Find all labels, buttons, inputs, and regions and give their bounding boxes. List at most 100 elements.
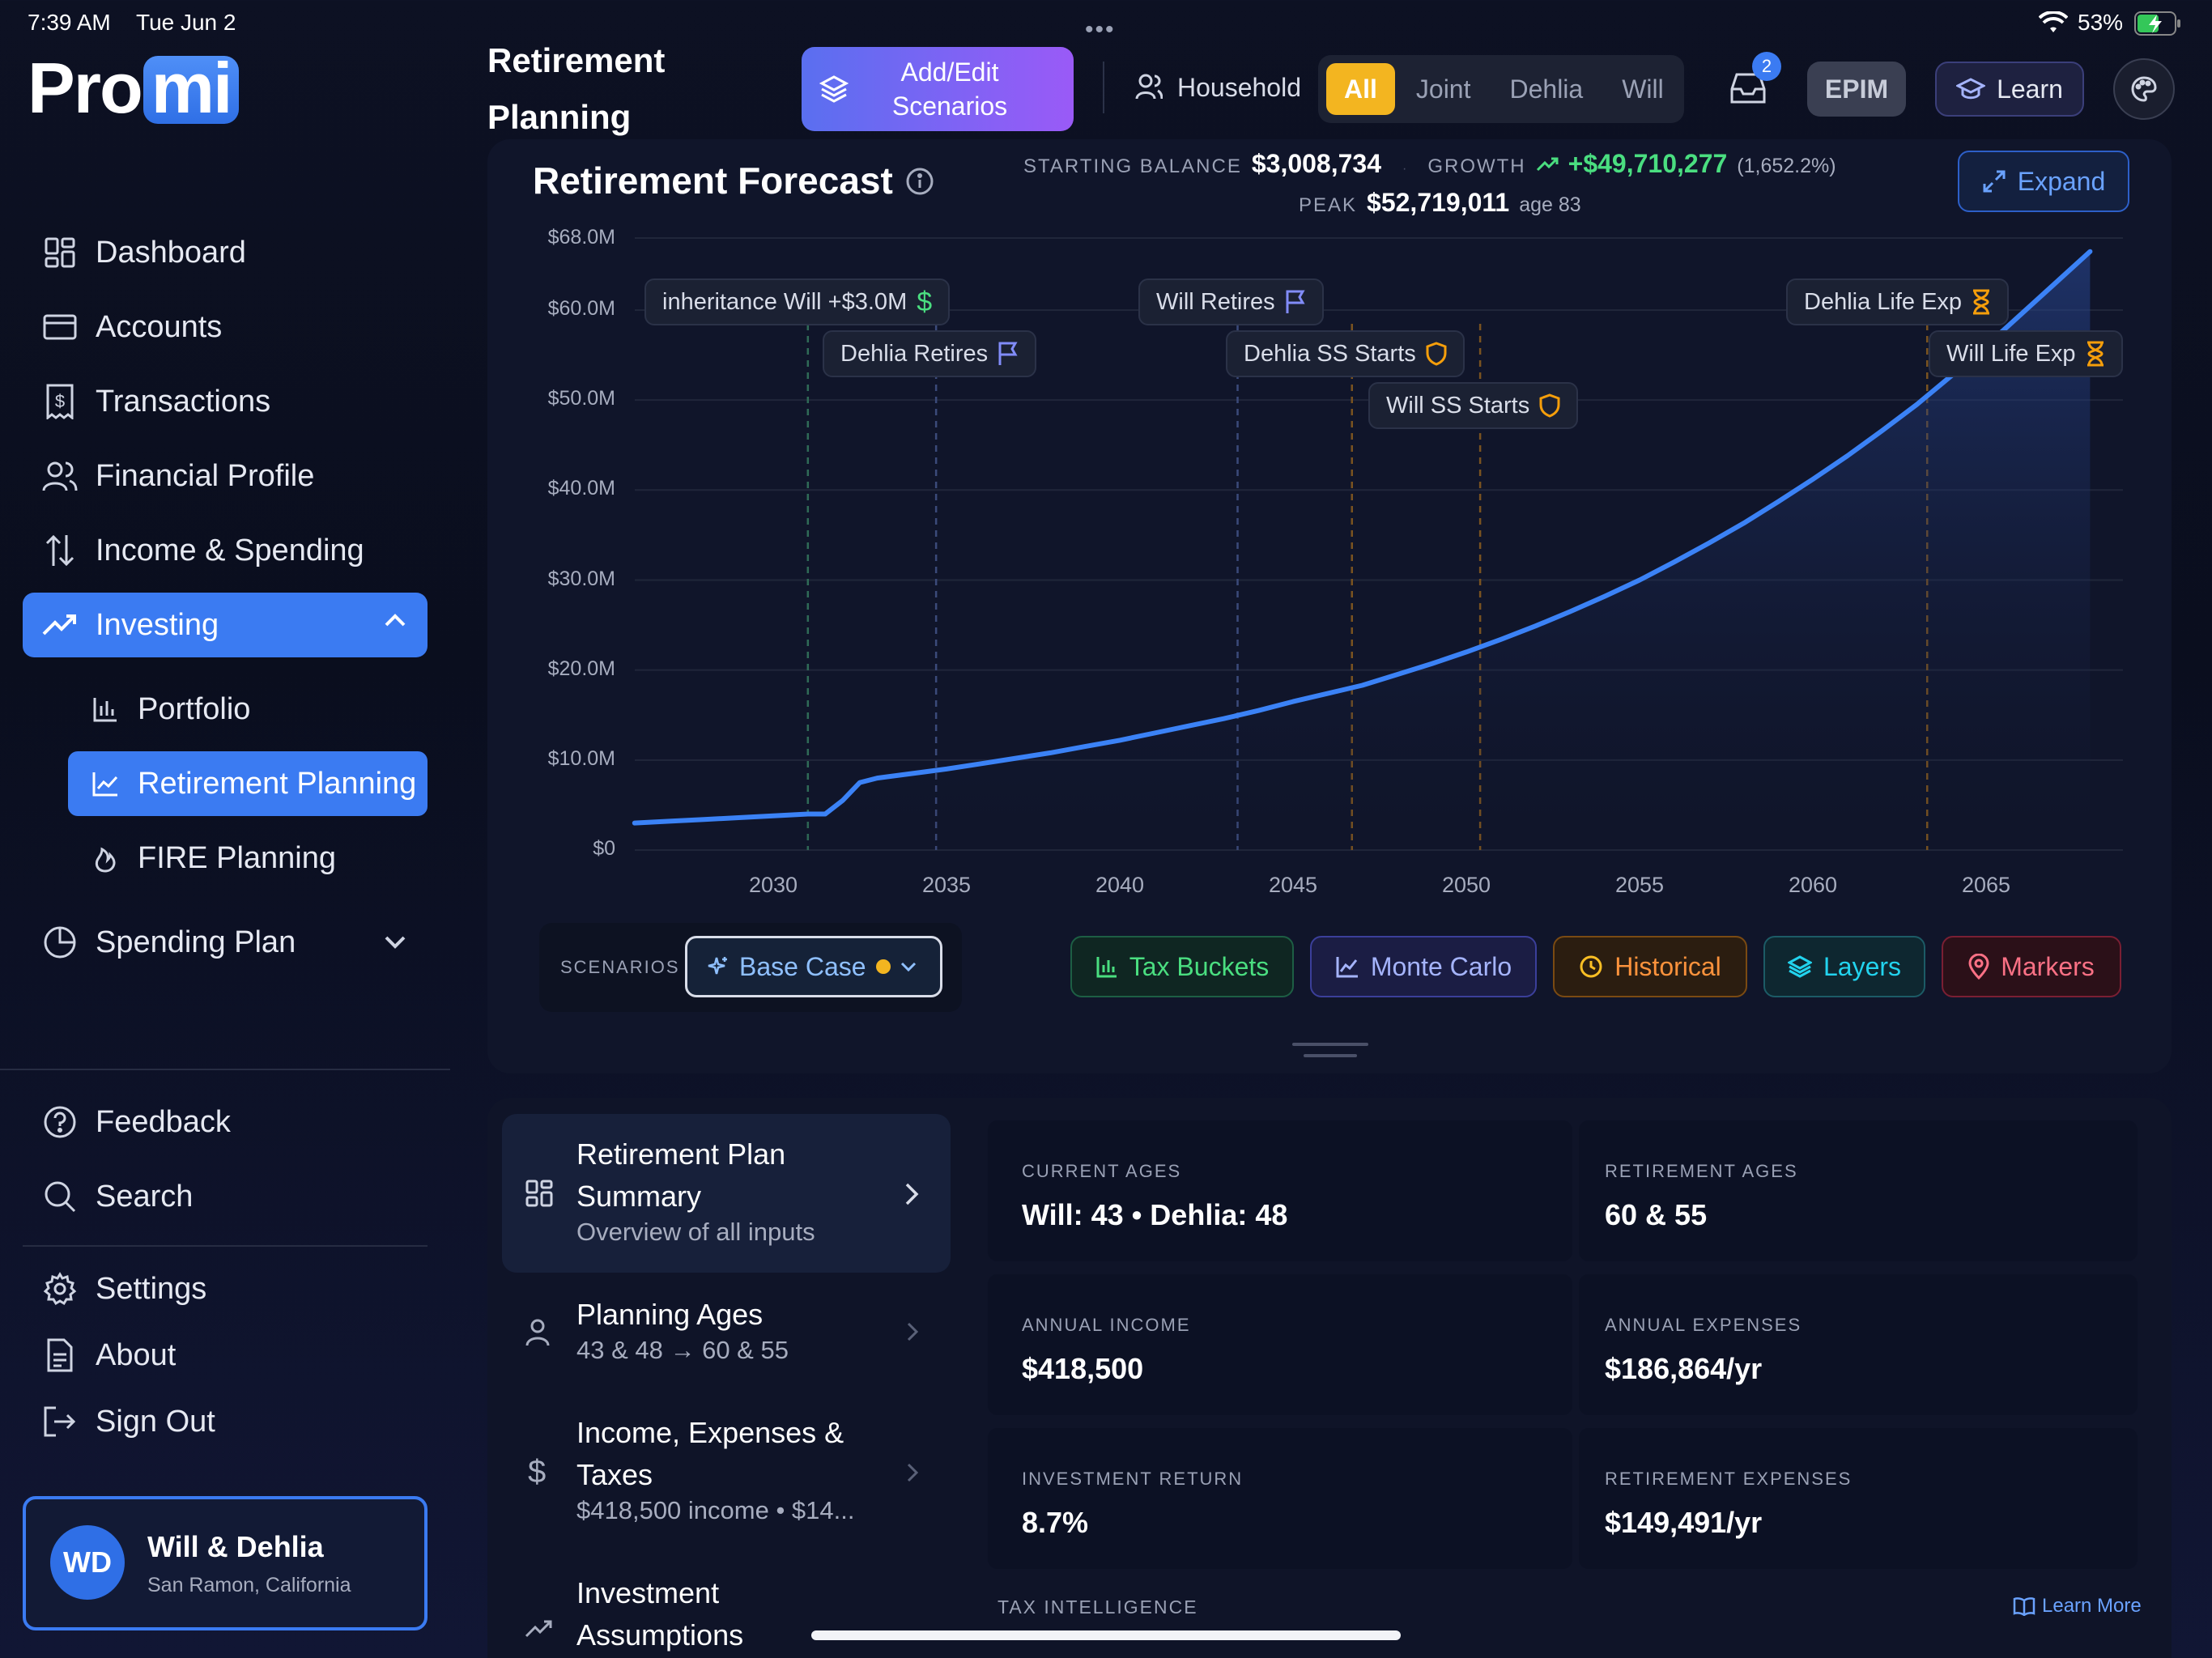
forecast-title: Retirement Forecast xyxy=(533,159,893,202)
row-subtitle: $418,500 income • $14... xyxy=(576,1496,855,1524)
info-icon[interactable] xyxy=(905,167,934,196)
stat-tile: RETIREMENT AGES 60 & 55 xyxy=(1579,1120,2138,1261)
sidebar-item-sign-out[interactable]: Sign Out xyxy=(23,1389,428,1454)
x-tick: 2040 xyxy=(1095,873,1145,897)
sidebar-item-about[interactable]: About xyxy=(23,1323,428,1388)
scenario-select[interactable]: Base Case xyxy=(685,936,942,997)
stat-value: $149,491/yr xyxy=(1605,1506,1763,1539)
segment-all[interactable]: All xyxy=(1326,63,1395,115)
sidebar-item-search[interactable]: Search xyxy=(23,1164,428,1229)
chevron-down-icon[interactable] xyxy=(384,934,406,950)
chevron-right-icon xyxy=(905,1321,920,1342)
y-axis: $68.0M $60.0M $50.0M $40.0M $30.0M $20.0… xyxy=(502,0,615,891)
trending-up-icon xyxy=(525,1619,554,1639)
summary-row-income[interactable]: Income, Expenses & Taxes $418,500 income… xyxy=(576,1412,876,1525)
learn-button[interactable]: Learn xyxy=(1935,62,2084,117)
sidebar-item-financial-profile[interactable]: Financial Profile xyxy=(23,444,428,508)
sidebar-item-label: Financial Profile xyxy=(96,458,315,493)
sidebar-item-investing[interactable]: Investing xyxy=(23,593,428,657)
sidebar-item-fire-planning[interactable]: FIRE Planning xyxy=(68,826,428,891)
starting-balance-value: $3,008,734 xyxy=(1251,149,1381,178)
marker-will-life-exp[interactable]: Will Life Exp xyxy=(1929,330,2123,377)
y-tick: $30.0M xyxy=(547,568,615,590)
summary-row-planning-ages[interactable]: Planning Ages 43 & 48 → 60 & 55 xyxy=(576,1294,868,1365)
y-tick: $20.0M xyxy=(547,657,615,680)
sidebar-item-feedback[interactable]: Feedback xyxy=(23,1090,428,1154)
historical-button[interactable]: Historical xyxy=(1553,936,1747,997)
sidebar-item-label: Accounts xyxy=(96,309,223,344)
inbox-badge: 2 xyxy=(1752,52,1781,81)
pie-chart-icon xyxy=(40,923,79,962)
sidebar-item-income-spending[interactable]: Income & Spending xyxy=(23,518,428,583)
stat-label: INVESTMENT RETURN xyxy=(1022,1469,1244,1489)
stat-label: ANNUAL EXPENSES xyxy=(1605,1315,1802,1335)
x-tick: 2035 xyxy=(921,873,972,897)
sidebar-item-settings[interactable]: Settings xyxy=(23,1256,428,1321)
y-tick: $0 xyxy=(593,837,615,860)
marker-will-retires[interactable]: Will Retires xyxy=(1138,278,1324,325)
multitask-dots[interactable]: ••• xyxy=(1085,16,1116,43)
x-tick: 2030 xyxy=(748,873,798,897)
stat-tile: ANNUAL EXPENSES $186,864/yr xyxy=(1579,1274,2138,1415)
user-location: San Ramon, California xyxy=(147,1574,351,1596)
growth-trend-icon xyxy=(1536,156,1559,172)
y-tick: $68.0M xyxy=(547,226,615,249)
flag-icon xyxy=(998,342,1019,366)
home-indicator[interactable] xyxy=(811,1630,1401,1640)
marker-dehlia-retires[interactable]: Dehlia Retires xyxy=(823,330,1037,377)
hourglass-icon xyxy=(2086,341,2105,367)
summary-row-investment[interactable]: Investment Assumptions xyxy=(576,1572,876,1656)
segment-joint[interactable]: Joint xyxy=(1415,74,1471,104)
tax-buckets-button[interactable]: Tax Buckets xyxy=(1070,936,1294,997)
sign-out-icon xyxy=(40,1402,79,1441)
resize-handle[interactable] xyxy=(1304,1054,1357,1057)
sidebar-item-retirement-planning[interactable]: Retirement Planning xyxy=(68,751,428,816)
marker-dehlia-ss-starts[interactable]: Dehlia SS Starts xyxy=(1226,330,1465,377)
chevron-up-icon[interactable] xyxy=(384,612,406,628)
theme-button[interactable] xyxy=(2113,58,2175,120)
battery-icon xyxy=(2134,11,2181,36)
sidebar-item-transactions[interactable]: $ Transactions xyxy=(23,369,428,434)
sidebar-item-label: Feedback xyxy=(96,1104,231,1139)
flame-icon xyxy=(89,842,121,874)
sidebar-item-label: Portfolio xyxy=(138,691,251,726)
markers-button[interactable]: Markers xyxy=(1942,936,2121,997)
learn-more-link[interactable]: Learn More xyxy=(2013,1595,2142,1618)
x-tick: 2045 xyxy=(1268,873,1318,897)
svg-text:$: $ xyxy=(55,391,65,411)
bar-chart-icon xyxy=(89,693,121,725)
resize-handle[interactable] xyxy=(1292,1043,1368,1046)
marker-dehlia-life-exp[interactable]: Dehlia Life Exp xyxy=(1786,278,2010,325)
sidebar-item-label: Investing xyxy=(96,607,219,642)
expand-icon xyxy=(1982,169,2006,193)
segment-dehlia[interactable]: Dehlia xyxy=(1509,74,1584,104)
x-tick: 2060 xyxy=(1788,873,1838,897)
sidebar-item-portfolio[interactable]: Portfolio xyxy=(68,677,428,742)
document-icon xyxy=(40,1336,79,1375)
marker-inheritance[interactable]: inheritance Will +$3.0M $ xyxy=(644,278,951,325)
inbox-button[interactable] xyxy=(1729,70,1767,105)
forecast-stats-line2: PEAK $52,719,011 age 83 xyxy=(1299,188,1581,218)
user-card[interactable]: WD Will & Dehlia San Ramon, California xyxy=(23,1496,428,1630)
growth-percent: (1,652.2%) xyxy=(1737,155,1836,177)
sidebar-item-spending-plan[interactable]: Spending Plan xyxy=(23,910,428,975)
segment-will[interactable]: Will xyxy=(1622,74,1664,104)
stat-label: RETIREMENT AGES xyxy=(1605,1161,1798,1181)
layers-button[interactable]: Layers xyxy=(1763,936,1925,997)
marker-will-ss-starts[interactable]: Will SS Starts xyxy=(1368,382,1579,429)
stat-label: ANNUAL INCOME xyxy=(1022,1315,1191,1335)
row-title: Planning Ages xyxy=(576,1298,764,1331)
summary-row-active[interactable] xyxy=(502,1114,951,1273)
epim-button[interactable]: EPIM xyxy=(1807,62,1906,117)
monte-carlo-button[interactable]: Monte Carlo xyxy=(1310,936,1537,997)
add-edit-scenarios-button[interactable]: Add/Edit Scenarios xyxy=(802,47,1074,131)
peak-value: $52,719,011 xyxy=(1367,188,1510,217)
y-tick: $40.0M xyxy=(547,477,615,500)
sidebar-item-accounts[interactable]: Accounts xyxy=(23,295,428,359)
stat-tile: ANNUAL INCOME $418,500 xyxy=(988,1274,1572,1415)
expand-button[interactable]: Expand xyxy=(1958,151,2129,212)
y-tick: $10.0M xyxy=(547,747,615,770)
shield-icon xyxy=(1426,342,1447,366)
sidebar-item-dashboard[interactable]: Dashboard xyxy=(23,220,428,285)
forecast-chart[interactable] xyxy=(0,0,2212,907)
